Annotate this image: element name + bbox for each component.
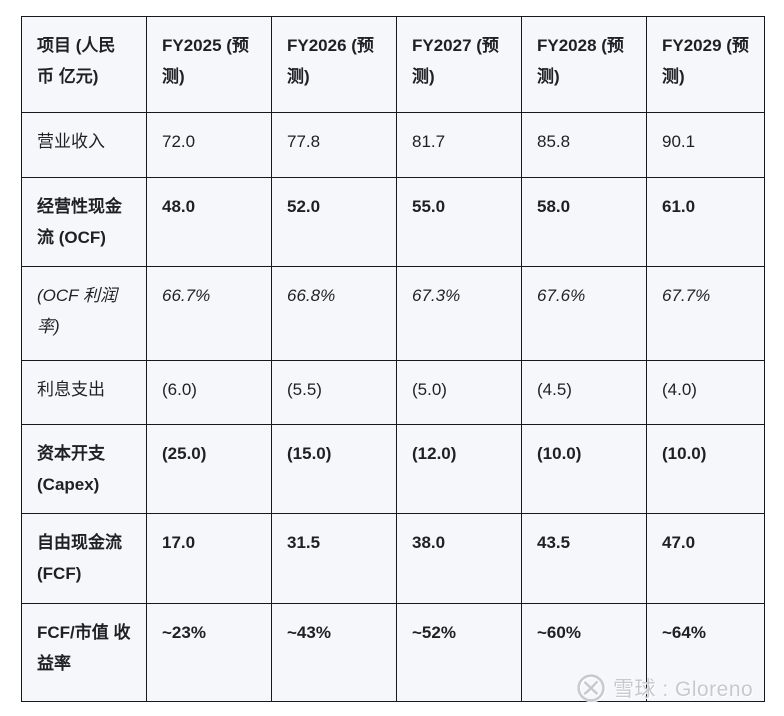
header-cell-fy2029: FY2029 (预测) — [646, 16, 765, 113]
header-cell-item: 项目 (人民币 亿元) — [21, 16, 147, 113]
value-cell: 90.1 — [646, 112, 765, 178]
row-label: (OCF 利润率) — [21, 266, 147, 361]
value-cell: 77.8 — [271, 112, 397, 178]
value-cell: 52.0 — [271, 177, 397, 267]
watermark-text: 雪球 : Gloreno — [613, 678, 754, 701]
value-cell: 17.0 — [146, 513, 272, 604]
value-cell: (10.0) — [521, 424, 647, 514]
value-cell: 48.0 — [146, 177, 272, 267]
table-header-row: 项目 (人民币 亿元) FY2025 (预测) FY2026 (预测) FY20… — [21, 16, 765, 113]
value-cell: 58.0 — [521, 177, 647, 267]
value-cell: 67.6% — [521, 266, 647, 361]
table-row-fcf-yield: FCF/市值 收益率 ~23% ~43% ~52% ~60% ~64% — [21, 603, 765, 702]
row-label: 营业收入 — [21, 112, 147, 178]
value-cell: 67.7% — [646, 266, 765, 361]
value-cell: ~23% — [146, 603, 272, 702]
value-cell: (5.0) — [396, 360, 522, 425]
value-cell: (25.0) — [146, 424, 272, 514]
financial-forecast-table: 项目 (人民币 亿元) FY2025 (预测) FY2026 (预测) FY20… — [21, 16, 765, 702]
xueqiu-logo-icon — [577, 674, 605, 702]
value-cell: (4.5) — [521, 360, 647, 425]
row-label: FCF/市值 收益率 — [21, 603, 147, 702]
value-cell: 66.7% — [146, 266, 272, 361]
header-cell-fy2028: FY2028 (预测) — [521, 16, 647, 113]
value-cell: 85.8 — [521, 112, 647, 178]
value-cell: 31.5 — [271, 513, 397, 604]
table-row-ocf-margin: (OCF 利润率) 66.7% 66.8% 67.3% 67.6% 67.7% — [21, 266, 765, 361]
table-row-fcf: 自由现金流 (FCF) 17.0 31.5 38.0 43.5 47.0 — [21, 513, 765, 604]
value-cell: 43.5 — [521, 513, 647, 604]
header-cell-fy2027: FY2027 (预测) — [396, 16, 522, 113]
table-row-capex: 资本开支 (Capex) (25.0) (15.0) (12.0) (10.0)… — [21, 424, 765, 514]
value-cell: 61.0 — [646, 177, 765, 267]
table-row-ocf: 经营性现金流 (OCF) 48.0 52.0 55.0 58.0 61.0 — [21, 177, 765, 267]
value-cell: 72.0 — [146, 112, 272, 178]
value-cell: ~60% — [521, 603, 647, 702]
value-cell: (6.0) — [146, 360, 272, 425]
row-label: 自由现金流 (FCF) — [21, 513, 147, 604]
row-label: 资本开支 (Capex) — [21, 424, 147, 514]
value-cell: (5.5) — [271, 360, 397, 425]
row-label: 经营性现金流 (OCF) — [21, 177, 147, 267]
value-cell: (15.0) — [271, 424, 397, 514]
value-cell: 55.0 — [396, 177, 522, 267]
value-cell: ~52% — [396, 603, 522, 702]
table-row-interest: 利息支出 (6.0) (5.5) (5.0) (4.5) (4.0) — [21, 360, 765, 425]
header-cell-fy2025: FY2025 (预测) — [146, 16, 272, 113]
value-cell: 81.7 — [396, 112, 522, 178]
value-cell: (4.0) — [646, 360, 765, 425]
table-row-revenue: 营业收入 72.0 77.8 81.7 85.8 90.1 — [21, 112, 765, 178]
header-cell-fy2026: FY2026 (预测) — [271, 16, 397, 113]
value-cell: 66.8% — [271, 266, 397, 361]
row-label: 利息支出 — [21, 360, 147, 425]
value-cell: (12.0) — [396, 424, 522, 514]
value-cell: ~64% — [646, 603, 765, 702]
value-cell: ~43% — [271, 603, 397, 702]
value-cell: 67.3% — [396, 266, 522, 361]
value-cell: (10.0) — [646, 424, 765, 514]
value-cell: 47.0 — [646, 513, 765, 604]
watermark: 雪球 : Gloreno — [576, 673, 753, 703]
value-cell: 38.0 — [396, 513, 522, 604]
